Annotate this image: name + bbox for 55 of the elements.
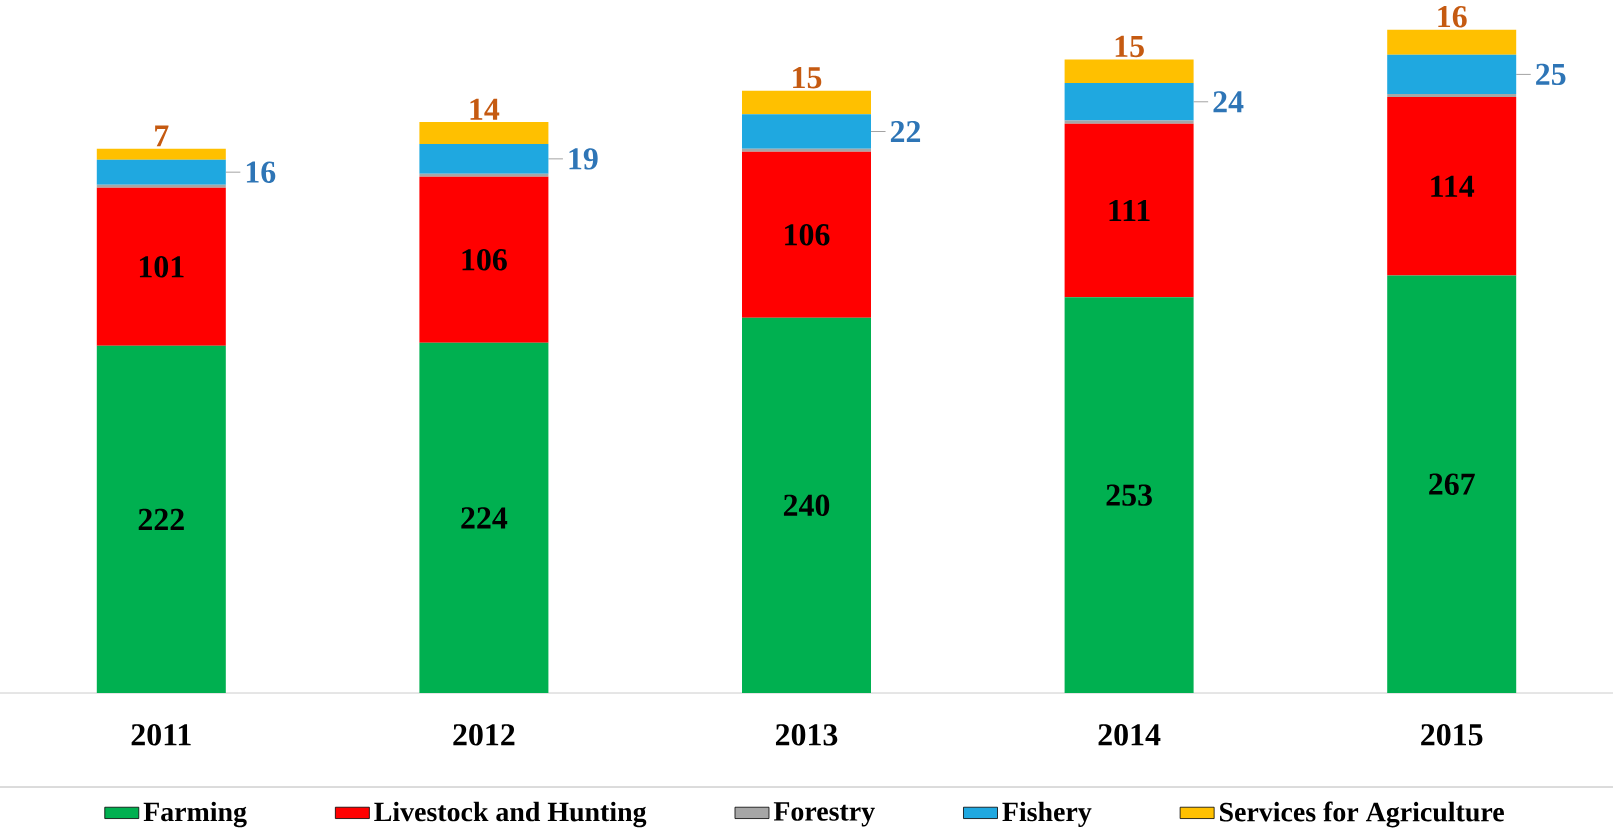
x-tick-label: 2013	[775, 724, 838, 746]
legend-label: Farming	[143, 801, 247, 828]
bar	[1387, 275, 1517, 693]
bar	[1064, 83, 1194, 121]
data-label: 101	[139, 256, 184, 278]
data-label: 222	[138, 508, 184, 530]
bar	[1387, 93, 1517, 98]
bar	[419, 173, 549, 177]
bar	[1387, 29, 1517, 55]
x-tick-label: 2015	[1421, 724, 1483, 746]
bar	[1064, 297, 1194, 693]
data-label: 14	[470, 98, 500, 120]
data-label: 224	[461, 507, 508, 529]
data-label: 7	[155, 125, 169, 147]
bar	[742, 151, 871, 318]
data-label: 15	[793, 67, 822, 89]
bar	[96, 345, 226, 693]
data-label: 106	[785, 223, 830, 246]
bar	[96, 148, 226, 160]
legend-label: Services for Agriculture	[1220, 801, 1504, 828]
data-label: 240	[783, 494, 830, 517]
x-tick-label: 2011	[131, 724, 191, 746]
x-tick-label: 2012	[453, 724, 515, 746]
bar	[419, 176, 549, 343]
x-tick-label: 2014	[1098, 724, 1161, 746]
data-label: 19	[569, 148, 598, 170]
data-label: 253	[1106, 484, 1152, 506]
data-label: 267	[1429, 473, 1475, 495]
bar	[742, 114, 871, 149]
bar	[419, 342, 549, 693]
legend-label: Forestry	[773, 802, 875, 827]
bar	[96, 159, 226, 185]
data-label: 25	[1536, 63, 1566, 86]
data-label: 15	[1115, 35, 1144, 58]
bar	[742, 317, 871, 693]
bar	[1387, 54, 1517, 94]
legend-label: Fishery	[1002, 801, 1092, 828]
data-label: 16	[1438, 6, 1467, 28]
bar	[419, 122, 549, 145]
data-label: 22	[890, 120, 921, 143]
bar	[742, 90, 871, 115]
data-label: 106	[462, 249, 507, 271]
data-label: 111	[1109, 199, 1150, 222]
bar	[1064, 59, 1194, 84]
data-label: 16	[246, 161, 276, 183]
bar	[1387, 97, 1517, 276]
legend-label: Livestock and Hunting	[374, 801, 647, 828]
bar	[742, 148, 871, 152]
bar	[1064, 120, 1194, 124]
bar	[419, 144, 549, 174]
data-label: 24	[1213, 91, 1244, 113]
bar	[1064, 123, 1194, 298]
bar	[96, 187, 226, 346]
bar	[96, 184, 226, 188]
data-label: 114	[1431, 175, 1475, 197]
